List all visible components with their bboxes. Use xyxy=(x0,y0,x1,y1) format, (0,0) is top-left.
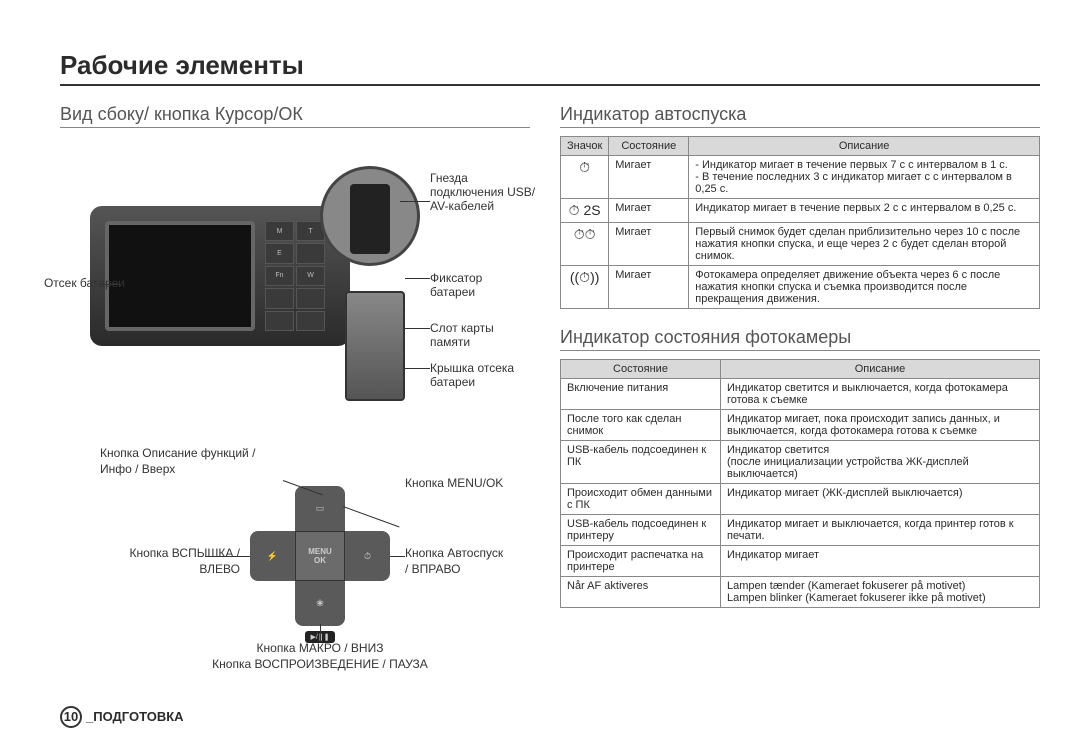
dpad-menu-ok-label: Кнопка MENU/OK xyxy=(405,476,503,492)
callout-battery-cover: Крышка отсека батареи xyxy=(430,361,540,389)
right-heading-2: Индикатор состояния фотокамеры xyxy=(560,327,1040,351)
timer-icon: ⏱⏱ xyxy=(561,223,609,266)
dpad-right-label-1: Кнопка Автоспуск xyxy=(405,546,503,560)
callout-card-slot: Слот карты памяти xyxy=(430,321,530,349)
dpad-down-label-1: Кнопка МАКРО / ВНИЗ xyxy=(257,641,384,655)
table-header: Состояние xyxy=(561,360,721,379)
timer-icon: ((⏱)) xyxy=(561,266,609,309)
dpad-up-label-2: Инфо / Вверх xyxy=(100,462,175,476)
timer-icon: ⏱ 2S xyxy=(561,199,609,223)
timer-icon: ⏱ xyxy=(561,156,609,199)
camera-diagram: MT E FnW Гнезда подключения USB/ AV-кабе… xyxy=(60,136,530,416)
callout-battery-compartment: Отсек батареи xyxy=(15,276,125,290)
table-row: ⏱Мигает- Индикатор мигает в течение перв… xyxy=(561,156,1040,199)
dpad-left-label-1: Кнопка ВСПЫШКА / xyxy=(130,546,241,560)
table-row: ((⏱))МигаетФотокамера определяет движени… xyxy=(561,266,1040,309)
dpad-down-icon: ❀ xyxy=(295,581,345,626)
table-row: После того как сделан снимокИндикатор ми… xyxy=(561,410,1040,441)
callout-jack: Гнезда подключения USB/ AV-кабелей xyxy=(430,171,540,213)
table-header: Значок xyxy=(561,137,609,156)
right-heading-1: Индикатор автоспуска xyxy=(560,104,1040,128)
table-row: Происходит распечатка на принтереИндикат… xyxy=(561,546,1040,577)
status-indicator-table: СостояниеОписание Включение питанияИндик… xyxy=(560,359,1040,608)
page-footer: 10 _ПОДГОТОВКА xyxy=(60,706,184,728)
table-row: Når AF aktiveresLampen tænder (Kameraet … xyxy=(561,577,1040,608)
dpad-diagram: ▭ ❀ ⚡ ⏱ MENU OK ▶/❚❚ Кнопка Описание фун… xyxy=(60,446,530,666)
page-title: Рабочие элементы xyxy=(60,50,1040,86)
table-row: ⏱⏱МигаетПервый снимок будет сделан прибл… xyxy=(561,223,1040,266)
left-heading: Вид сбоку/ кнопка Курсор/ОК xyxy=(60,104,530,128)
dpad-center: MENU OK xyxy=(295,531,345,581)
dpad-right-icon: ⏱ xyxy=(345,531,390,581)
table-header: Описание xyxy=(721,360,1040,379)
table-row: ⏱ 2SМигаетИндикатор мигает в течение пер… xyxy=(561,199,1040,223)
dpad-up-label-1: Кнопка Описание функций / xyxy=(100,446,255,460)
callout-battery-latch: Фиксатор батареи xyxy=(430,271,530,299)
table-row: Происходит обмен данными с ПКИндикатор м… xyxy=(561,484,1040,515)
page-number: 10 xyxy=(60,706,82,728)
dpad-down-label-2: Кнопка ВОСПРОИЗВЕДЕНИЕ / ПАУЗА xyxy=(212,657,428,671)
dpad-left-icon: ⚡ xyxy=(250,531,295,581)
dpad-left-label-2: ВЛЕВО xyxy=(199,562,240,576)
table-header: Описание xyxy=(689,137,1040,156)
table-row: USB-кабель подсоединен к ПКИндикатор све… xyxy=(561,441,1040,484)
dpad-right-label-2: / ВПРАВО xyxy=(405,562,460,576)
footer-section: _ПОДГОТОВКА xyxy=(86,709,184,724)
table-header: Состояние xyxy=(609,137,689,156)
self-timer-table: ЗначокСостояниеОписание ⏱Мигает- Индикат… xyxy=(560,136,1040,309)
table-row: USB-кабель подсоединен к принтеруИндикат… xyxy=(561,515,1040,546)
table-row: Включение питанияИндикатор светится и вы… xyxy=(561,379,1040,410)
